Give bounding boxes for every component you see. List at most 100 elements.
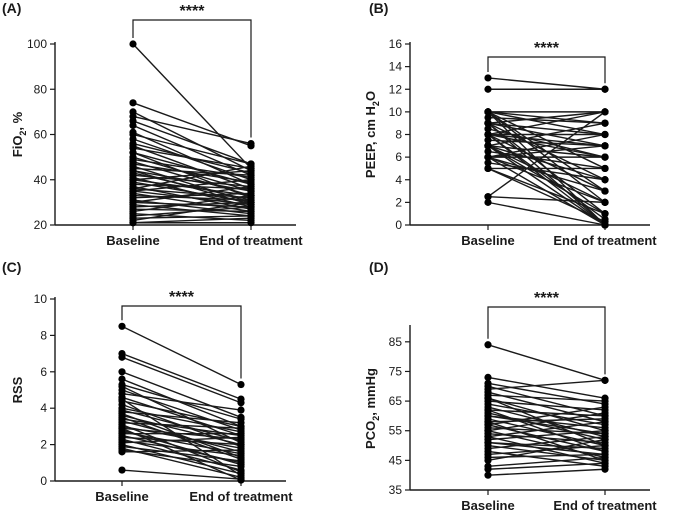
end-point <box>237 419 245 427</box>
y-tick-label: 16 <box>389 37 403 51</box>
pair-line <box>132 133 252 165</box>
end-point <box>601 418 609 426</box>
pair-line <box>487 379 606 390</box>
pair-line <box>487 397 606 447</box>
baseline-point <box>484 456 492 464</box>
baseline-point <box>118 424 126 432</box>
significance-bracket <box>121 305 242 379</box>
baseline-point <box>484 406 492 414</box>
x-category-label: Baseline <box>461 498 514 513</box>
pair-line <box>132 208 252 213</box>
end-point <box>237 476 245 484</box>
pair-line <box>132 167 252 176</box>
end-point <box>237 424 245 432</box>
pair-line <box>487 438 606 462</box>
y-tick-label: 8 <box>395 128 402 142</box>
pair-line <box>487 122 606 147</box>
significance-stars: **** <box>534 290 560 307</box>
pair-line <box>487 344 606 382</box>
baseline-point <box>484 108 492 116</box>
pair-line <box>487 167 606 215</box>
end-point <box>601 456 609 464</box>
pair-line <box>121 398 242 477</box>
pair-line <box>121 427 242 481</box>
pair-line <box>132 194 252 213</box>
baseline-point <box>484 136 492 144</box>
panel-c: 0 2 4 6 8 10 Baseline End of treatment (C) RSS ***… <box>2 259 293 504</box>
end-point <box>601 430 609 438</box>
baseline-point <box>484 153 492 161</box>
y-axis-title: PCO2, mmHg <box>363 368 381 449</box>
baseline-point <box>118 410 126 418</box>
pair-line <box>487 432 606 444</box>
y-tick-label: 2 <box>40 438 47 452</box>
pair-line <box>487 468 606 476</box>
panel-b: 0 2 4 6 8 10 12 14 16 Baseline End of treatment (B)… <box>363 0 657 248</box>
y-tick-label: 45 <box>389 453 403 467</box>
y-tick-label: 0 <box>395 218 402 232</box>
pair-line <box>487 139 606 147</box>
pair-line <box>487 403 606 426</box>
end-point <box>601 450 609 459</box>
pair-line <box>487 156 606 204</box>
y-tick-label: 6 <box>40 365 47 379</box>
baseline-point <box>484 119 492 127</box>
x-category-label: Baseline <box>106 233 159 248</box>
baseline-point <box>118 448 126 456</box>
baseline-point <box>129 99 137 107</box>
baseline-point <box>118 353 126 361</box>
pair-line <box>121 423 242 473</box>
end-point <box>601 142 609 150</box>
pair-line <box>132 138 252 181</box>
baseline-point <box>129 219 137 227</box>
pair-line <box>487 145 606 158</box>
baseline-point <box>118 368 126 376</box>
baseline-point <box>484 130 492 139</box>
y-tick-label: 4 <box>40 401 47 415</box>
baseline-point <box>484 438 492 447</box>
pair-line <box>121 396 242 437</box>
panel-a: 20 40 60 80 100 Baseline End of treatment (A) Fi… <box>2 0 303 248</box>
y-tick-label: 8 <box>40 328 47 342</box>
end-point <box>237 453 245 461</box>
y-tick-label: 10 <box>389 105 403 119</box>
x-category-label: End of treatment <box>553 233 657 248</box>
y-axis-title-subscript: 2 <box>18 131 28 136</box>
panel-label: (C) <box>2 259 21 275</box>
y-tick-label: 65 <box>389 394 403 408</box>
y-axis-title-tail: , mmHg <box>363 368 378 416</box>
baseline-point <box>484 373 492 381</box>
pair-line <box>487 435 606 450</box>
x-category-label: End of treatment <box>199 233 303 248</box>
baseline-point <box>484 159 492 167</box>
y-axis-title: FiO2, % <box>10 111 28 157</box>
end-point <box>601 130 609 139</box>
pair-line <box>121 400 242 428</box>
y-tick-label: 80 <box>34 82 48 96</box>
end-point <box>601 176 609 184</box>
significance-stars: **** <box>534 40 560 57</box>
baseline-point <box>129 149 137 157</box>
pair-line <box>487 116 606 124</box>
pair-line <box>121 436 242 444</box>
end-point <box>237 399 245 407</box>
y-tick-label: 2 <box>395 195 402 209</box>
significance-bracket <box>487 56 606 84</box>
end-point <box>601 218 609 226</box>
pair-line <box>132 151 252 199</box>
pair-line <box>487 406 606 426</box>
pair-line <box>487 133 606 158</box>
pair-line <box>132 120 252 165</box>
pair-line <box>132 111 252 172</box>
pair-line <box>487 77 606 90</box>
pair-line <box>487 385 606 417</box>
y-tick-label: 12 <box>389 82 403 96</box>
significance-stars: **** <box>180 3 206 20</box>
baseline-point <box>484 164 492 173</box>
baseline-point <box>484 125 492 133</box>
pair-line <box>487 462 606 470</box>
baseline-point <box>484 465 492 473</box>
baseline-point <box>129 185 137 193</box>
pair-line <box>487 409 606 417</box>
